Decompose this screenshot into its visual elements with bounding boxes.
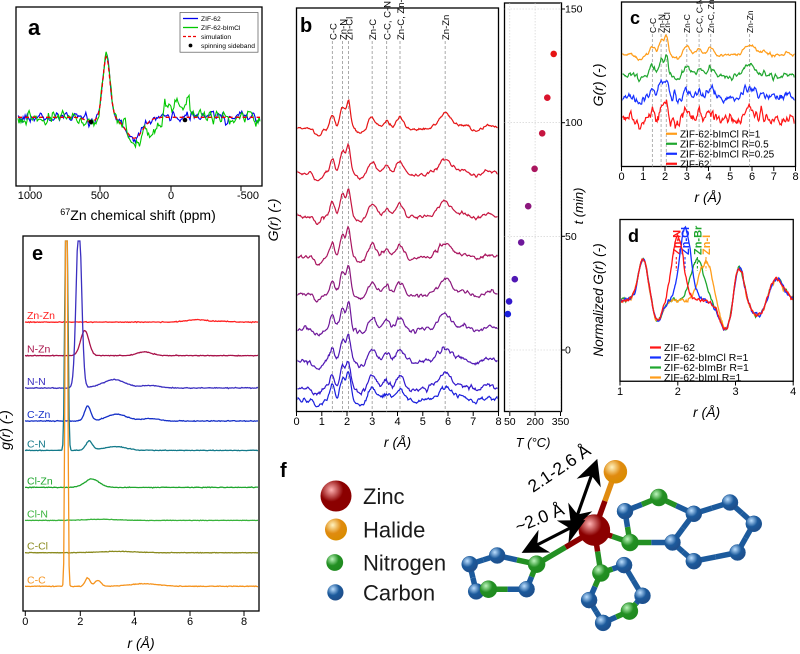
svg-text:~2.0 Å: ~2.0 Å <box>512 499 567 537</box>
svg-text:2.1-2.6 Å: 2.1-2.6 Å <box>524 440 594 496</box>
